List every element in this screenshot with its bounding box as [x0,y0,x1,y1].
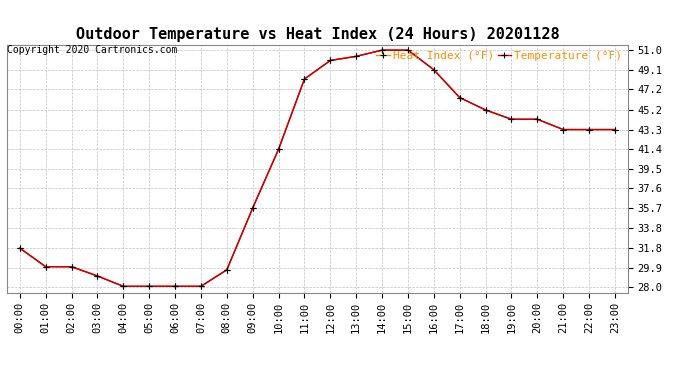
Title: Outdoor Temperature vs Heat Index (24 Hours) 20201128: Outdoor Temperature vs Heat Index (24 Ho… [76,27,559,42]
Text: Copyright 2020 Cartronics.com: Copyright 2020 Cartronics.com [7,45,177,55]
Legend: Heat Index (°F), Temperature (°F): Heat Index (°F), Temperature (°F) [377,51,622,60]
